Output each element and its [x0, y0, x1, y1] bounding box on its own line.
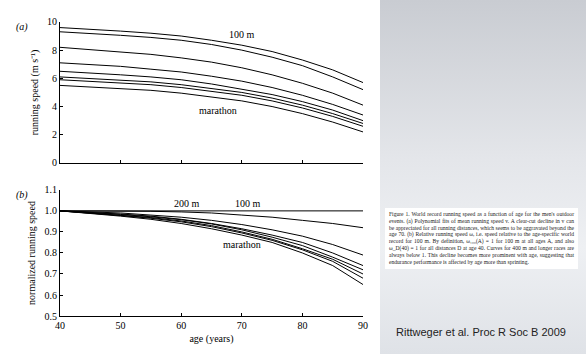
svg-text:age (years): age (years) — [189, 333, 233, 345]
svg-text:1.1: 1.1 — [45, 184, 58, 195]
svg-text:0: 0 — [52, 157, 57, 168]
svg-text:running speed (m s⁻¹): running speed (m s⁻¹) — [29, 50, 41, 136]
svg-text:60: 60 — [176, 320, 186, 331]
svg-text:40: 40 — [55, 320, 65, 331]
svg-text:(b): (b) — [16, 189, 28, 201]
svg-text:4: 4 — [52, 101, 57, 112]
svg-text:50: 50 — [116, 320, 126, 331]
svg-text:marathon: marathon — [199, 105, 237, 116]
html-text:Rittweger et al. Proc R Soc B: Rittweger et al. Proc R Soc B 2009 — [396, 326, 566, 338]
svg-text:0.7: 0.7 — [45, 268, 58, 279]
svg-text:1.0: 1.0 — [45, 205, 58, 216]
svg-text:100 m: 100 m — [235, 198, 261, 209]
svg-text:(a): (a) — [16, 21, 28, 33]
svg-text:normalized running speed: normalized running speed — [27, 201, 38, 305]
svg-text:80: 80 — [297, 320, 307, 331]
svg-text:10: 10 — [47, 16, 57, 27]
svg-text:90: 90 — [358, 320, 368, 331]
svg-text:70: 70 — [237, 320, 247, 331]
svg-text:0.9: 0.9 — [45, 226, 58, 237]
svg-text:8: 8 — [52, 45, 57, 56]
svg-text:0.5: 0.5 — [45, 311, 58, 322]
svg-text:6: 6 — [52, 73, 57, 84]
svg-text:100 m: 100 m — [229, 29, 255, 40]
svg-text:2: 2 — [52, 129, 57, 140]
html-text:Figure 1. World record running: Figure 1. World record running speed as … — [389, 211, 574, 265]
svg-text:0.8: 0.8 — [45, 247, 58, 258]
svg-text:0.6: 0.6 — [45, 290, 58, 301]
svg-text:200 m: 200 m — [174, 198, 200, 209]
svg-text:marathon: marathon — [223, 239, 261, 250]
